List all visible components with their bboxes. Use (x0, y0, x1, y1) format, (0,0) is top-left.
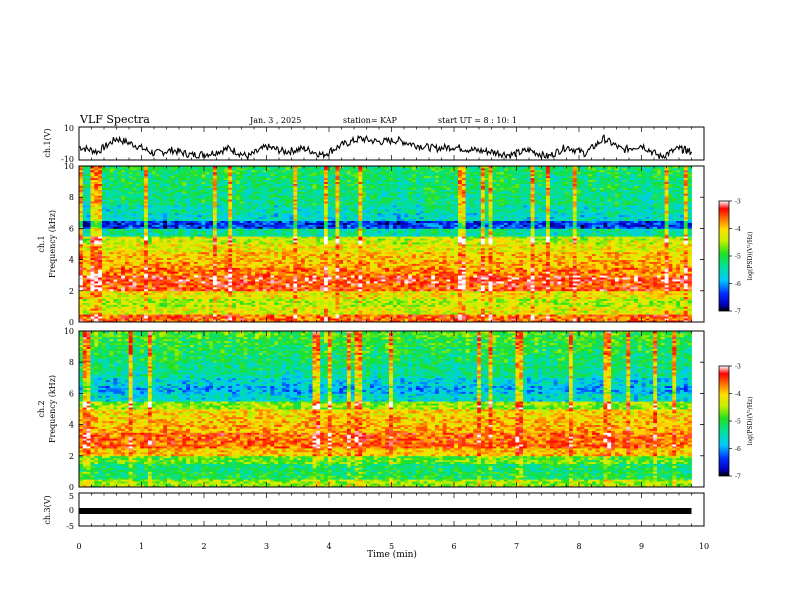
ch1-waveform-trace (79, 135, 692, 159)
ch1-ylabel: ch.1(V) (43, 128, 52, 157)
figure-title: VLF Spectra (79, 113, 150, 126)
start-ut-label: start UT = 8 : 10: 1 (438, 116, 517, 125)
ch1-ytick-top: 10 (64, 124, 74, 133)
station-label: station= KAP (343, 116, 398, 125)
ch1-spectrogram-image (79, 166, 692, 322)
vlf-spectra-figure: VLF Spectra Jan. 3 , 2025 station= KAP s… (0, 0, 792, 612)
date-label: Jan. 3 , 2025 (249, 116, 301, 125)
ch1-waveform-panel: 10 -10 ch.1(V) (43, 124, 704, 164)
